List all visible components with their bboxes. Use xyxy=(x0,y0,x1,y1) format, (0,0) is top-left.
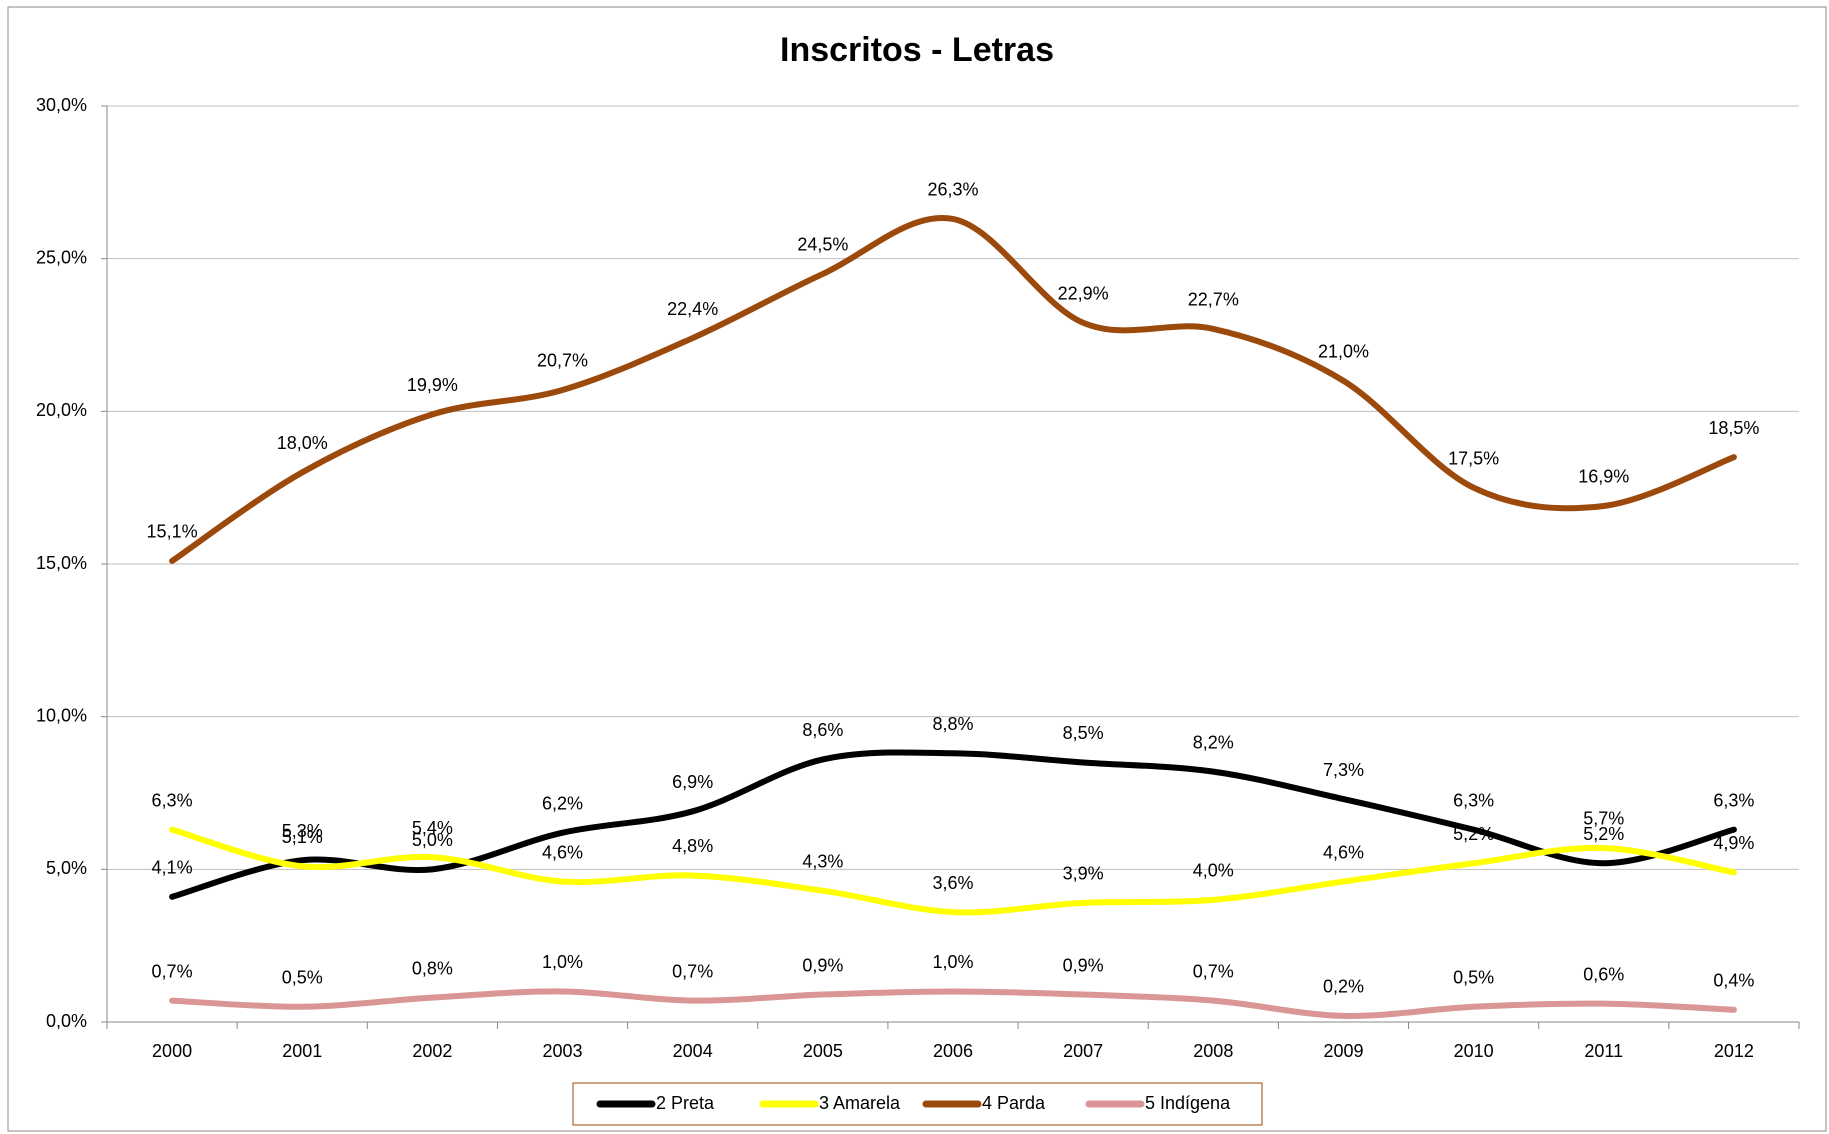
series-line xyxy=(169,214,1737,564)
data-label: 22,7% xyxy=(1188,290,1239,310)
data-label: 5,7% xyxy=(1583,809,1624,829)
legend-label: 2 Preta xyxy=(656,1093,715,1113)
data-label: 8,5% xyxy=(1063,723,1104,743)
data-label: 0,4% xyxy=(1713,971,1754,991)
data-label: 8,8% xyxy=(932,714,973,734)
series-line xyxy=(169,988,1737,1019)
y-tick-label: 5,0% xyxy=(46,858,87,878)
data-label: 0,7% xyxy=(672,961,713,981)
data-label: 4,3% xyxy=(802,851,843,871)
x-tick-label: 2011 xyxy=(1584,1041,1623,1061)
data-label: 6,3% xyxy=(1713,790,1754,810)
data-label: 26,3% xyxy=(927,180,978,200)
y-tick-label: 0,0% xyxy=(46,1011,87,1031)
series-line xyxy=(169,826,1737,916)
data-label: 24,5% xyxy=(797,235,848,255)
y-tick-label: 20,0% xyxy=(36,400,87,420)
data-label: 0,7% xyxy=(1193,961,1234,981)
legend-label: 5 Indígena xyxy=(1145,1093,1231,1113)
data-label: 15,1% xyxy=(147,522,198,542)
data-label: 0,9% xyxy=(1063,955,1104,975)
data-label: 6,3% xyxy=(1453,790,1494,810)
data-label: 5,0% xyxy=(412,830,453,850)
data-label: 5,3% xyxy=(282,821,323,841)
x-tick-label: 2006 xyxy=(933,1041,973,1061)
legend-label: 4 Parda xyxy=(982,1093,1046,1113)
series-line xyxy=(169,749,1737,900)
chart-title: Inscritos - Letras xyxy=(780,31,1054,69)
data-label: 8,2% xyxy=(1193,732,1234,752)
x-tick-label: 2004 xyxy=(673,1041,713,1061)
x-tick-label: 2003 xyxy=(543,1041,583,1061)
data-label: 5,1% xyxy=(282,827,323,847)
legend-box xyxy=(572,1082,1263,1126)
x-tick-label: 2010 xyxy=(1454,1041,1494,1061)
data-label: 4,1% xyxy=(152,858,193,878)
data-label: 17,5% xyxy=(1448,448,1499,468)
y-tick-label: 30,0% xyxy=(36,95,87,115)
x-tick-label: 2000 xyxy=(152,1041,192,1061)
data-label: 4,9% xyxy=(1713,833,1754,853)
y-tick-label: 15,0% xyxy=(36,553,87,573)
data-label: 5,4% xyxy=(412,818,453,838)
data-label: 5,2% xyxy=(1583,824,1624,844)
y-tick-label: 10,0% xyxy=(36,705,87,725)
x-tick-label: 2001 xyxy=(282,1041,322,1061)
data-label: 18,5% xyxy=(1708,418,1759,438)
data-label: 1,0% xyxy=(542,952,583,972)
data-label: 3,9% xyxy=(1063,864,1104,884)
data-label: 18,0% xyxy=(277,433,328,453)
data-label: 4,6% xyxy=(1323,842,1364,862)
data-label: 0,9% xyxy=(802,955,843,975)
data-label: 0,6% xyxy=(1583,964,1624,984)
x-tick-label: 2008 xyxy=(1193,1041,1233,1061)
data-label: 0,7% xyxy=(152,961,193,981)
data-label: 6,2% xyxy=(542,793,583,813)
x-tick-label: 2007 xyxy=(1063,1041,1103,1061)
data-label: 4,6% xyxy=(542,842,583,862)
data-label: 8,6% xyxy=(802,720,843,740)
data-label: 4,8% xyxy=(672,836,713,856)
chart-border xyxy=(7,6,1827,1132)
x-tick-label: 2012 xyxy=(1714,1041,1754,1061)
data-label: 4,0% xyxy=(1193,861,1234,881)
data-label: 19,9% xyxy=(407,375,458,395)
data-label: 5,2% xyxy=(1453,824,1494,844)
y-tick-label: 25,0% xyxy=(36,247,87,267)
data-label: 3,6% xyxy=(932,873,973,893)
legend-label: 3 Amarela xyxy=(819,1093,901,1113)
data-label: 6,3% xyxy=(152,790,193,810)
x-tick-label: 2009 xyxy=(1323,1041,1363,1061)
data-label: 22,4% xyxy=(667,299,718,319)
data-label: 0,5% xyxy=(282,967,323,987)
data-label: 22,9% xyxy=(1058,284,1109,304)
data-label: 20,7% xyxy=(537,351,588,371)
data-label: 21,0% xyxy=(1318,342,1369,362)
data-label: 0,8% xyxy=(412,958,453,978)
data-label: 0,5% xyxy=(1453,967,1494,987)
data-label: 7,3% xyxy=(1323,760,1364,780)
x-tick-label: 2005 xyxy=(803,1041,843,1061)
data-label: 16,9% xyxy=(1578,467,1629,487)
data-label: 0,2% xyxy=(1323,977,1364,997)
x-tick-label: 2002 xyxy=(412,1041,452,1061)
data-label: 6,9% xyxy=(672,772,713,792)
data-label: 1,0% xyxy=(932,952,973,972)
